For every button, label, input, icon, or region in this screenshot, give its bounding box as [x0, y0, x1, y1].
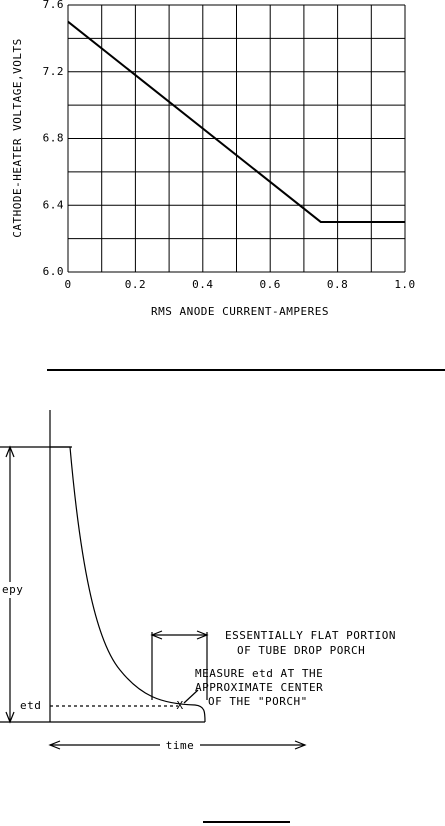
y-tick-label: 6.0: [43, 265, 64, 278]
y-tick-label: 7.6: [43, 0, 64, 11]
arrowheads: [5, 445, 15, 724]
note-line: ESSENTIALLY FLAT PORTION: [225, 629, 396, 642]
x-tick-label: 0: [64, 278, 71, 291]
note-line: MEASURE etd AT THE: [195, 667, 323, 680]
epy-label: epy: [2, 583, 23, 596]
x-axis-title: RMS ANODE CURRENT-AMPERES: [151, 305, 329, 318]
x-tick-label: 0.8: [327, 278, 348, 291]
y-axis-title: CATHODE-HEATER VOLTAGE,VOLTS: [11, 38, 24, 237]
y-tick-label: 6.4: [43, 198, 64, 211]
label-background: [0, 582, 30, 598]
tube-drop-curve: [50, 446, 206, 723]
y-tick-label: 7.2: [43, 65, 64, 78]
diagram: [0, 410, 307, 823]
label-background: [160, 738, 200, 752]
time-label: time: [166, 739, 195, 752]
leader-line: [183, 689, 199, 704]
arrowheads: [150, 630, 209, 640]
x-tick-label: 1.0: [394, 278, 415, 291]
x-tick-label: 0.2: [125, 278, 146, 291]
x-tick-label: 0.6: [260, 278, 281, 291]
note-line: APPROXIMATE CENTER: [195, 681, 323, 694]
note-line: OF THE "PORCH": [208, 695, 308, 708]
x-tick-label: 0.4: [192, 278, 213, 291]
note-line: OF TUBE DROP PORCH: [237, 644, 365, 657]
etd-label: etd: [20, 699, 41, 712]
y-tick-label: 6.8: [43, 132, 64, 145]
arrowheads: [48, 740, 307, 750]
data-line: [67, 20, 405, 223]
porch-marker: X: [176, 699, 183, 712]
